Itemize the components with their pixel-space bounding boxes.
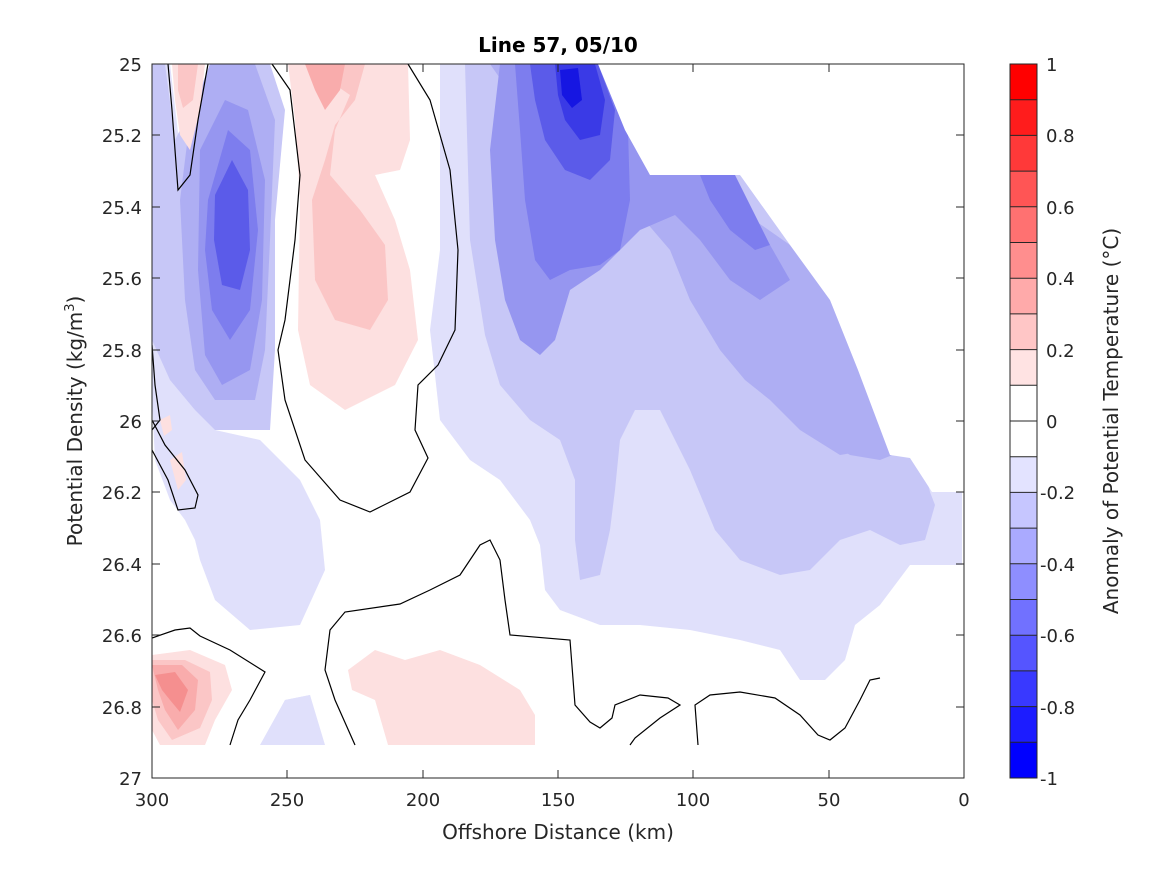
anomaly-region-blue-8	[560, 68, 582, 108]
anomaly-region-red-deep-4	[155, 672, 188, 712]
x-tick-label: 300	[135, 790, 169, 811]
y-axis-title-superscript: 3	[63, 303, 78, 311]
colorbar-cell	[1010, 385, 1037, 422]
x-tick-labels: 300 250 200 150 100 50 0	[135, 790, 970, 811]
x-tick-label: 150	[541, 790, 575, 811]
y-tick-label: 25.6	[102, 269, 142, 290]
anomaly-region-red-blob-2	[160, 415, 172, 436]
anomaly-region-red-2	[305, 64, 388, 330]
y-tick-marks	[152, 134, 964, 708]
y-axis-title-close: )	[63, 296, 87, 304]
colorbar-cell	[1010, 528, 1037, 565]
y-tick-label: 27	[119, 769, 142, 790]
colorbar-cell	[1010, 456, 1037, 493]
colorbar-title: Anomaly of Potential Temperature (°C)	[1099, 228, 1123, 614]
anomaly-region-west-light	[152, 64, 325, 745]
colorbar-tick-label: 0	[1046, 412, 1057, 433]
plot-area: 25 25.2 25.4 25.6 25.8 26 26.2 26.4 26.6…	[63, 55, 970, 844]
y-tick-label: 25.4	[102, 198, 142, 219]
colorbar-tick-label: 0.4	[1046, 269, 1075, 290]
y-axis-title: Potential Density (kg/m3)	[63, 296, 87, 547]
y-tick-label: 26.8	[102, 698, 142, 719]
colorbar-cell	[1010, 171, 1037, 208]
colorbar-tick-label: -1	[1040, 769, 1058, 790]
x-tick-label: 100	[676, 790, 710, 811]
colorbar-tick-label: 0.6	[1046, 198, 1075, 219]
colorbar-cell	[1010, 242, 1037, 279]
colorbar-cell	[1010, 206, 1037, 243]
x-tick-label: 0	[958, 790, 969, 811]
zero-contour-1	[167, 64, 209, 192]
colorbar-cell	[1010, 706, 1037, 743]
zero-contour-2	[271, 64, 459, 513]
colorbar-cell	[1010, 313, 1037, 351]
anomaly-region-red-blob-1	[170, 452, 186, 490]
colorbar-cell	[1010, 492, 1037, 529]
y-tick-label: 25.2	[102, 126, 142, 147]
colorbar-tick-label: -0.8	[1040, 698, 1075, 719]
anomaly-region-blue-patch	[262, 695, 322, 745]
colorbar: 1 0.8 0.6 0.4 0.2 0 -0.2 -0.4 -0.6 -0.8 …	[1009, 55, 1123, 790]
colorbar-cell	[1010, 64, 1037, 101]
x-tick-label: 200	[406, 790, 440, 811]
zero-contour-5	[324, 539, 682, 746]
colorbar-tick-marks	[1010, 99, 1037, 743]
zero-contour-6	[694, 677, 881, 746]
colorbar-cell	[1010, 349, 1037, 386]
colorbar-cell	[1010, 599, 1037, 636]
no-data-mask	[598, 64, 964, 492]
y-tick-label: 25.8	[102, 341, 142, 362]
y-tick-label: 26.2	[102, 483, 142, 504]
colorbar-tick-label: 0.8	[1046, 126, 1075, 147]
y-axis-title-main: Potential Density (kg/m	[63, 312, 87, 547]
colorbar-cell	[1010, 742, 1037, 779]
chart-title: Line 57, 05/10	[478, 33, 638, 57]
colorbar-tick-label: 1	[1046, 55, 1057, 76]
zero-contour-4	[152, 627, 266, 746]
colorbar-tick-label: -0.4	[1040, 555, 1075, 576]
no-data-mask-bottom	[152, 745, 964, 778]
colorbar-cell	[1010, 278, 1037, 315]
colorbar-cell	[1010, 135, 1037, 172]
x-axis-title: Offshore Distance (km)	[442, 820, 674, 844]
y-tick-label: 26	[119, 412, 142, 433]
colorbar-cell	[1010, 635, 1037, 672]
x-tick-label: 250	[270, 790, 304, 811]
colorbar-tick-label: 0.2	[1046, 341, 1075, 362]
colorbar-cell	[1010, 563, 1037, 600]
y-tick-label: 26.6	[102, 626, 142, 647]
anomaly-region-red-3	[305, 64, 345, 110]
x-tick-marks	[286, 64, 830, 778]
zero-contour-lines	[152, 64, 881, 746]
x-tick-label: 50	[818, 790, 841, 811]
colorbar-tick-label: -0.2	[1040, 483, 1075, 504]
colorbar-tick-label: -0.6	[1040, 626, 1075, 647]
colorbar-tick-labels: 1 0.8 0.6 0.4 0.2 0 -0.2 -0.4 -0.6 -0.8 …	[1040, 55, 1075, 790]
y-tick-label: 26.4	[102, 555, 142, 576]
colorbar-cell	[1010, 670, 1037, 708]
anomaly-region-west-blue-6	[214, 160, 250, 290]
y-tick-labels: 25 25.2 25.4 25.6 25.8 26 26.2 26.4 26.6…	[102, 55, 142, 790]
anomaly-region-red-bottom	[348, 650, 535, 745]
colorbar-cells	[1010, 64, 1037, 779]
anomaly-region-red-top-2	[178, 64, 198, 108]
colorbar-cell	[1010, 421, 1037, 458]
colorbar-cell	[1010, 99, 1037, 136]
filled-contours	[152, 64, 964, 778]
y-tick-label: 25	[119, 55, 142, 76]
zero-contour-3	[152, 344, 199, 511]
